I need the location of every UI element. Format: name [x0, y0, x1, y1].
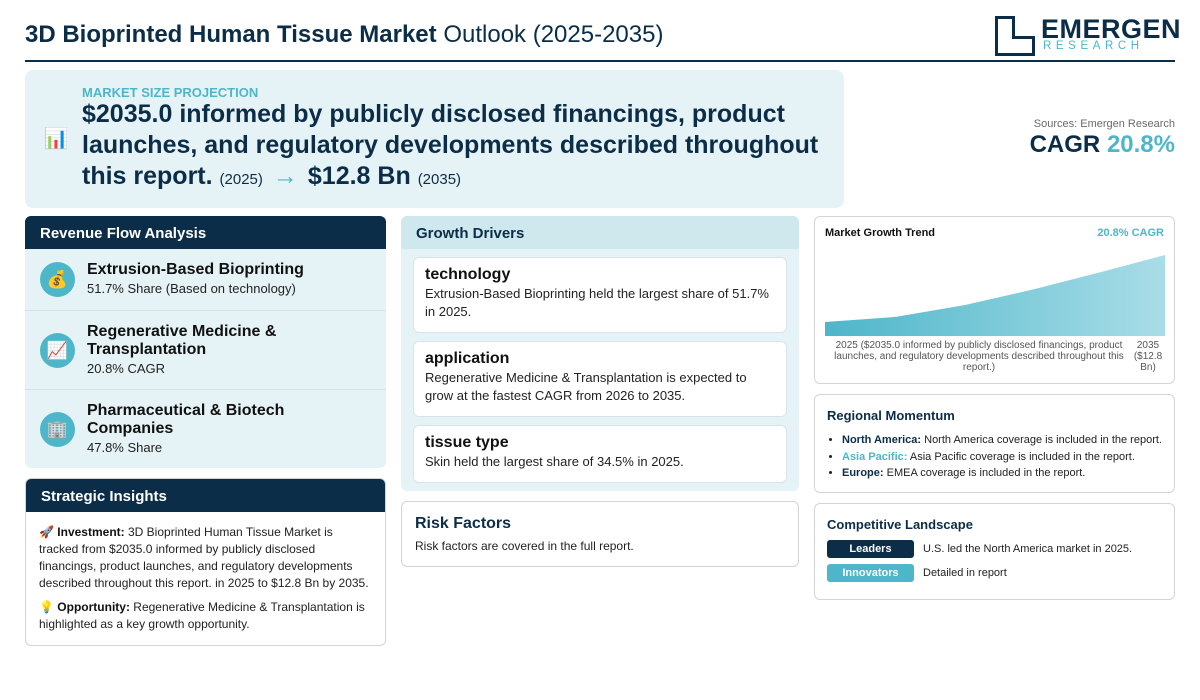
risk-factors-heading: Risk Factors — [415, 515, 512, 532]
region-item: Europe: EMEA coverage is included in the… — [842, 465, 1167, 482]
trend-end-label: 2035 ($12.8 Bn) — [1133, 340, 1163, 373]
emergen-research-logo: EMERGEN RESEARCH — [995, 14, 1181, 56]
growth-drivers-panel: Growth Drivers technology Extrusion-Base… — [401, 216, 799, 491]
revenue-item-sub: 51.7% Share (Based on technology) — [87, 281, 296, 296]
trend-cagr: 20.8% CAGR — [1097, 227, 1164, 239]
banner-projection: $2035.0 informed by publicly disclosed f… — [82, 99, 832, 195]
revenue-item-sub: 47.8% Share — [87, 440, 163, 455]
growth-area-chart — [825, 255, 1165, 336]
competitive-heading: Competitive Landscape — [827, 517, 973, 532]
market-size-banner: 📊 MARKET SIZE PROJECTION $2035.0 informe… — [25, 70, 844, 208]
arrow-right-icon: → — [272, 162, 298, 190]
start-value: $2035.0 informed by publicly disclosed f… — [82, 100, 819, 190]
sources-text: Sources: Emergen Research — [1033, 118, 1175, 130]
page-title: 3D Bioprinted Human Tissue Market Outloo… — [25, 21, 664, 48]
page-header: 3D Bioprinted Human Tissue Market Outloo… — [25, 12, 1181, 62]
regional-momentum-panel: Regional Momentum North America: North A… — [814, 394, 1175, 493]
trend-start-label: 2025 ($2035.0 informed by publicly discl… — [834, 340, 1124, 373]
revenue-item-title: Regenerative Medicine & Transplantation — [87, 323, 277, 358]
revenue-item-title: Extrusion-Based Bioprinting — [87, 261, 304, 278]
office-building-icon: 🏢 — [40, 412, 75, 447]
region-item: North America: North America coverage is… — [842, 432, 1167, 449]
driver-title: technology — [425, 266, 511, 283]
start-year: (2025) — [219, 171, 263, 188]
trend-heading: Market Growth Trend — [825, 227, 936, 239]
leaders-text: U.S. led the North America market in 202… — [923, 543, 1133, 555]
driver-card: tissue type Skin held the largest share … — [413, 425, 787, 483]
driver-title: tissue type — [425, 434, 509, 451]
revenue-item-title: Pharmaceutical & Biotech Companies — [87, 402, 285, 437]
end-value: $12.8 Bn — [307, 162, 411, 190]
revenue-flow-heading: Revenue Flow Analysis — [25, 216, 386, 249]
logo-mark — [995, 16, 1035, 56]
strategic-insights-panel: Strategic Insights 🚀 Investment: 3D Biop… — [25, 478, 386, 646]
driver-description: Skin held the largest share of 34.5% in … — [425, 454, 684, 469]
cagr-headline: CAGR 20.8% — [1029, 131, 1175, 158]
banner-kicker: MARKET SIZE PROJECTION — [82, 85, 259, 100]
innovators-badge: Innovators — [827, 564, 914, 582]
driver-card: technology Extrusion-Based Bioprinting h… — [413, 257, 787, 333]
innovators-text: Detailed in report — [923, 567, 1007, 579]
investment-insight: 🚀 Investment: 3D Bioprinted Human Tissue… — [39, 525, 369, 590]
risk-factors-text: Risk factors are covered in the full rep… — [415, 539, 634, 553]
opportunity-insight: 💡 Opportunity: Regenerative Medicine & T… — [39, 600, 365, 631]
money-bag-icon: 💰 — [40, 262, 75, 297]
driver-description: Extrusion-Based Bioprinting held the lar… — [425, 286, 769, 319]
logo-wordmark: EMERGEN — [1041, 14, 1182, 44]
chart-up-icon: 📈 — [40, 333, 75, 368]
lightbulb-icon: 💡 — [39, 600, 54, 614]
revenue-flow-panel: Revenue Flow Analysis 💰 Extrusion-Based … — [25, 216, 386, 468]
revenue-item: 💰 Extrusion-Based Bioprinting 51.7% Shar… — [25, 249, 386, 310]
revenue-item: 📈 Regenerative Medicine & Transplantatio… — [25, 310, 386, 389]
market-growth-trend-panel: Market Growth Trend 20.8% CAGR 2025 ($20… — [814, 216, 1175, 384]
revenue-item-sub: 20.8% CAGR — [87, 361, 166, 376]
driver-description: Regenerative Medicine & Transplantation … — [425, 370, 747, 403]
strategic-insights-heading: Strategic Insights — [26, 479, 385, 512]
rocket-icon: 🚀 — [39, 525, 54, 539]
end-year: (2035) — [417, 171, 462, 188]
growth-area — [825, 255, 1165, 336]
risk-factors-panel: Risk Factors Risk factors are covered in… — [401, 501, 799, 567]
region-item: Asia Pacific: Asia Pacific coverage is i… — [842, 449, 1167, 466]
growth-drivers-heading: Growth Drivers — [401, 216, 799, 249]
logo-subtitle: RESEARCH — [1043, 40, 1144, 52]
driver-title: application — [425, 350, 510, 367]
regional-heading: Regional Momentum — [827, 408, 955, 423]
competitive-landscape-panel: Competitive Landscape Leaders U.S. led t… — [814, 503, 1175, 600]
revenue-item: 🏢 Pharmaceutical & Biotech Companies 47.… — [25, 389, 386, 468]
cagr-summary: Sources: Emergen Research CAGR 20.8% — [1030, 118, 1175, 159]
driver-card: application Regenerative Medicine & Tran… — [413, 341, 787, 417]
leaders-badge: Leaders — [827, 540, 914, 558]
regional-list: North America: North America coverage is… — [842, 432, 1167, 482]
bar-chart-icon: 📊 — [43, 128, 69, 150]
cagr-value: 20.8% — [1106, 131, 1175, 158]
